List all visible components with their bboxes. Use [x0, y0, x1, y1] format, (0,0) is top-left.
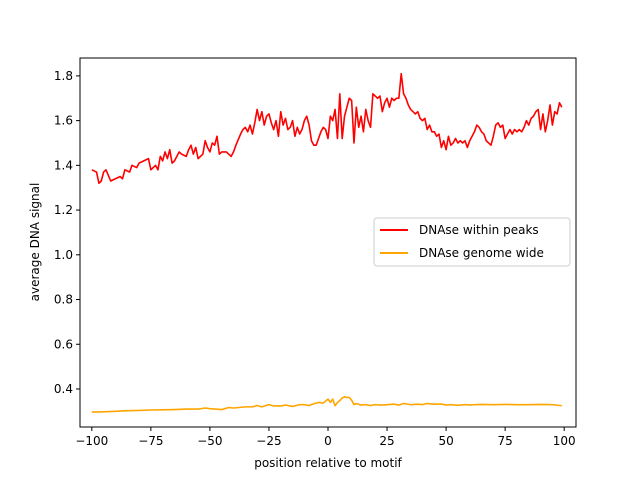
x-tick-label: 50	[438, 434, 453, 448]
x-tick-label: −75	[138, 434, 163, 448]
legend-box	[373, 217, 571, 267]
y-tick-label: 1.6	[54, 114, 73, 128]
y-tick-label: 1.4	[54, 158, 73, 172]
series-layer	[91, 72, 563, 413]
x-axis-ticks: −100 −75 −50 −25 0 25 50 75 100	[75, 427, 576, 448]
x-axis-label: position relative to motif	[254, 456, 402, 470]
y-tick-label: 0.4	[54, 382, 73, 396]
y-tick-label: 0.8	[54, 293, 73, 307]
y-tick-label: 1.0	[54, 248, 73, 262]
x-tick-label: −100	[75, 434, 108, 448]
series-line-dnase-within-peaks	[91, 72, 563, 185]
y-tick-label: 1.8	[54, 69, 73, 83]
y-tick-label: 0.6	[54, 337, 73, 351]
x-tick-label: −50	[197, 434, 222, 448]
series-line-dnase-genome-wide	[91, 396, 562, 413]
x-tick-label: 25	[379, 434, 394, 448]
legend: DNAse within peaks DNAse genome wide	[373, 217, 571, 267]
legend-label-dnase-genome-wide: DNAse genome wide	[419, 246, 544, 260]
legend-label-dnase-within-peaks: DNAse within peaks	[419, 223, 539, 237]
x-tick-label: 75	[498, 434, 513, 448]
y-tick-label: 1.2	[54, 203, 73, 217]
x-tick-label: 100	[553, 434, 576, 448]
y-axis-label: average DNA signal	[28, 183, 42, 302]
x-tick-label: 0	[324, 434, 332, 448]
y-axis-ticks: 0.4 0.6 0.8 1.0 1.2 1.4 1.6 1.8	[54, 69, 80, 396]
x-tick-label: −25	[256, 434, 281, 448]
